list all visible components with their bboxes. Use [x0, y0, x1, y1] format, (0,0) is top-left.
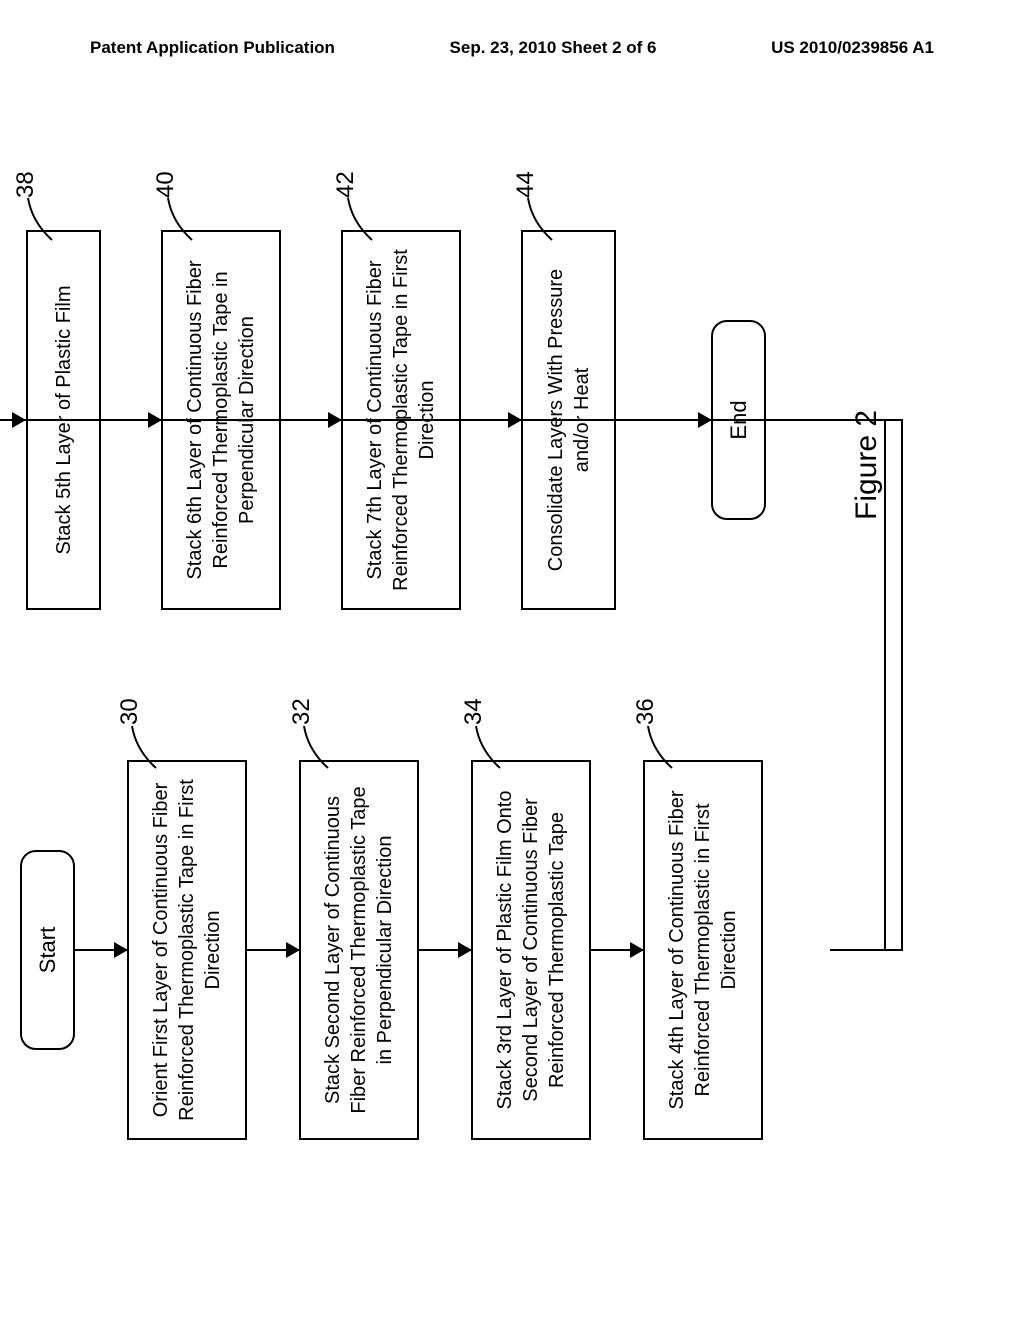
ref-tick-icon [646, 720, 674, 770]
process-text: Consolidate Layers With Pressure and/or … [543, 246, 595, 594]
arrow-icon [75, 949, 127, 951]
flowchart-diagram: Start Orient First Layer of Continuous F… [20, 290, 1010, 1060]
header-left: Patent Application Publication [90, 38, 335, 58]
process-text: Stack Second Layer of Continuous Fiber R… [320, 776, 398, 1124]
process-text: Stack 3rd Layer of Plastic Film Onto Sec… [492, 776, 570, 1124]
process-box-38: Stack 5th Layer of Plastic Film [26, 230, 101, 610]
figure-label: Figure 2 [850, 410, 884, 520]
ref-tick-icon [130, 720, 158, 770]
ref-tick-icon [302, 720, 330, 770]
ref-tick-icon [526, 192, 554, 242]
page-header: Patent Application Publication Sep. 23, … [0, 38, 1024, 58]
process-box-42: Stack 7th Layer of Continuous Fiber Rein… [341, 230, 461, 610]
process-text: Stack 7th Layer of Continuous Fiber Rein… [362, 246, 440, 594]
process-box-36: Stack 4th Layer of Continuous Fiber Rein… [643, 760, 763, 1140]
process-box-34: Stack 3rd Layer of Plastic Film Onto Sec… [471, 760, 591, 1140]
process-text: Orient First Layer of Continuous Fiber R… [148, 776, 226, 1124]
process-text: Stack 5th Layer of Plastic Film [51, 286, 77, 555]
arrow-icon [281, 419, 341, 421]
ref-tick-icon [474, 720, 502, 770]
arrow-icon [461, 419, 521, 421]
flow-column-right: Stack 5th Layer of Plastic Film Stack 6t… [20, 210, 766, 630]
arrow-icon [247, 949, 299, 951]
start-terminal: Start [20, 850, 75, 1050]
start-label: Start [35, 927, 61, 973]
process-box-40: Stack 6th Layer of Continuous Fiber Rein… [161, 230, 281, 610]
flow-column-left: Start Orient First Layer of Continuous F… [20, 740, 763, 1160]
ref-tick-icon [166, 192, 194, 242]
end-label: End [726, 400, 752, 439]
header-right: US 2010/0239856 A1 [771, 38, 934, 58]
arrow-icon [591, 949, 643, 951]
process-text: Stack 6th Layer of Continuous Fiber Rein… [182, 246, 260, 594]
process-box-30: Orient First Layer of Continuous Fiber R… [127, 760, 247, 1140]
process-text: Stack 4th Layer of Continuous Fiber Rein… [664, 776, 742, 1124]
arrow-icon [419, 949, 471, 951]
process-box-44: Consolidate Layers With Pressure and/or … [521, 230, 616, 610]
header-center: Sep. 23, 2010 Sheet 2 of 6 [450, 38, 657, 58]
process-box-32: Stack Second Layer of Continuous Fiber R… [299, 760, 419, 1140]
arrow-icon [101, 419, 161, 421]
ref-tick-icon [346, 192, 374, 242]
ref-tick-icon [26, 192, 54, 242]
end-terminal: End [711, 320, 766, 520]
arrow-icon [616, 419, 711, 421]
